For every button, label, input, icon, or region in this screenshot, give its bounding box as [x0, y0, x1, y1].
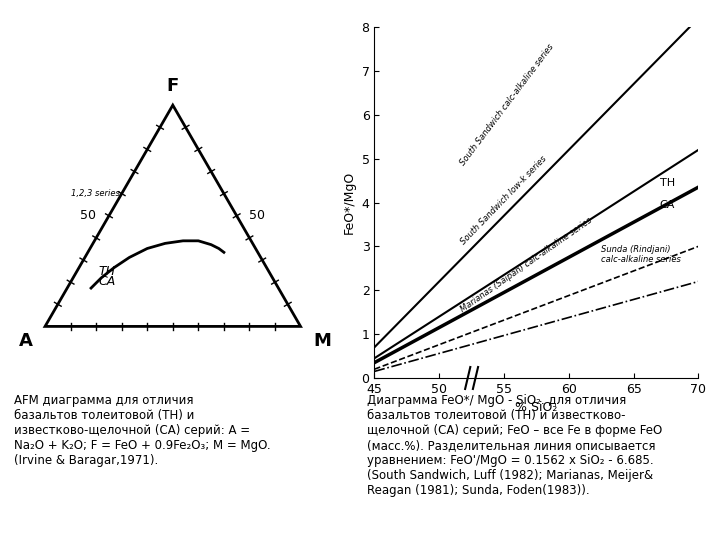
Text: CA: CA: [99, 275, 116, 288]
Y-axis label: FeO*/MgO: FeO*/MgO: [343, 171, 356, 234]
Text: 50: 50: [80, 210, 96, 222]
Text: F: F: [166, 77, 179, 95]
Text: South Sandwich calc-alkaline series: South Sandwich calc-alkaline series: [459, 43, 556, 167]
X-axis label: % SiO₂: % SiO₂: [516, 401, 557, 414]
Text: South Sandwich low-k series: South Sandwich low-k series: [459, 154, 548, 246]
Text: Marianas (Saipan) calc-alkaline series: Marianas (Saipan) calc-alkaline series: [459, 216, 593, 314]
Text: Sunda (Rindjani)
calc-alkaline series: Sunda (Rindjani) calc-alkaline series: [601, 245, 681, 264]
Text: TH: TH: [660, 178, 675, 188]
Text: 50: 50: [249, 210, 266, 222]
Text: CA: CA: [660, 200, 675, 210]
Text: 1,2,3 series: 1,2,3 series: [71, 189, 120, 198]
Text: M: M: [313, 332, 331, 349]
Text: A: A: [19, 332, 32, 349]
Text: TH: TH: [99, 265, 116, 278]
Text: АFМ диаграмма для отличия
базальтов толеитовой (ТН) и
известково-щелочной (СА) с: АFМ диаграмма для отличия базальтов толе…: [14, 394, 271, 467]
Text: Диаграмма FeO*/ MgO - SiO₂. для отличия
базальтов толеитовой (ТН) и известково-
: Диаграмма FeO*/ MgO - SiO₂. для отличия …: [367, 394, 662, 497]
